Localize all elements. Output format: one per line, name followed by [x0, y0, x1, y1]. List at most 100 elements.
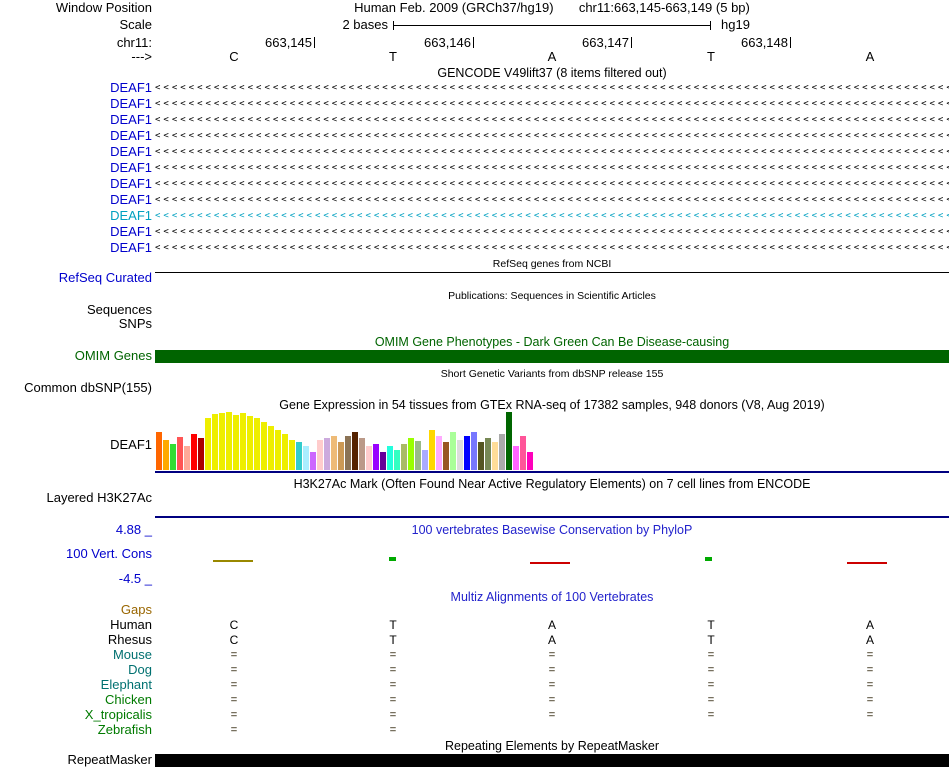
gtex-bar[interactable] [170, 444, 176, 470]
gtex-bar[interactable] [492, 442, 498, 470]
gtex-bar[interactable] [429, 430, 435, 470]
publications-track-title[interactable]: Publications: Sequences in Scientific Ar… [448, 290, 656, 302]
gtex-bar[interactable] [520, 436, 526, 470]
species-label[interactable]: Human [110, 617, 152, 632]
gtex-bar[interactable] [289, 440, 295, 470]
transcript-line[interactable]: <<<<<<<<<<<<<<<<<<<<<<<<<<<<<<<<<<<<<<<<… [155, 227, 949, 237]
dbsnp-track-label[interactable]: Common dbSNP(155) [24, 380, 152, 395]
transcript-line[interactable]: <<<<<<<<<<<<<<<<<<<<<<<<<<<<<<<<<<<<<<<<… [155, 163, 949, 173]
gtex-bar[interactable] [254, 418, 260, 470]
transcript-line[interactable]: <<<<<<<<<<<<<<<<<<<<<<<<<<<<<<<<<<<<<<<<… [155, 195, 949, 205]
transcript-line[interactable]: <<<<<<<<<<<<<<<<<<<<<<<<<<<<<<<<<<<<<<<<… [155, 99, 949, 109]
species-label[interactable]: Rhesus [107, 632, 152, 647]
transcript-label[interactable]: DEAF1 [110, 176, 152, 191]
gtex-bar[interactable] [191, 434, 197, 470]
gtex-bar[interactable] [450, 432, 456, 470]
gtex-bar[interactable] [219, 413, 225, 470]
transcript-line[interactable]: <<<<<<<<<<<<<<<<<<<<<<<<<<<<<<<<<<<<<<<<… [155, 211, 949, 221]
multiz-track-title[interactable]: Multiz Alignments of 100 Vertebrates [450, 590, 654, 604]
omim-genes-label[interactable]: OMIM Genes [74, 348, 152, 363]
transcript-line[interactable]: <<<<<<<<<<<<<<<<<<<<<<<<<<<<<<<<<<<<<<<<… [155, 131, 949, 141]
gtex-bar[interactable] [352, 432, 358, 470]
transcript-label[interactable]: DEAF1 [110, 240, 152, 255]
gtex-bar[interactable] [499, 434, 505, 470]
gtex-bar[interactable] [443, 442, 449, 470]
h3k27ac-track-label[interactable]: Layered H3K27Ac [46, 490, 152, 505]
transcript-label[interactable]: DEAF1 [110, 208, 152, 223]
gtex-bar[interactable] [310, 452, 316, 470]
gtex-bar[interactable] [485, 438, 491, 470]
multiz-gaps-label[interactable]: Gaps [120, 602, 152, 617]
gtex-bar[interactable] [163, 440, 169, 470]
gencode-track-title[interactable]: GENCODE V49lift37 (8 items filtered out) [437, 66, 667, 80]
gtex-bar[interactable] [282, 434, 288, 470]
transcript-line[interactable]: <<<<<<<<<<<<<<<<<<<<<<<<<<<<<<<<<<<<<<<<… [155, 147, 949, 157]
gtex-bar[interactable] [457, 440, 463, 470]
transcript-label[interactable]: DEAF1 [110, 96, 152, 111]
transcript-label[interactable]: DEAF1 [110, 128, 152, 143]
gtex-bar[interactable] [205, 418, 211, 470]
transcript-line[interactable]: <<<<<<<<<<<<<<<<<<<<<<<<<<<<<<<<<<<<<<<<… [155, 115, 949, 125]
gtex-bar[interactable] [471, 432, 477, 470]
conservation-track-label[interactable]: 100 Vert. Cons [66, 546, 152, 561]
repeatmasker-track-title[interactable]: Repeating Elements by RepeatMasker [444, 739, 659, 753]
gtex-bar[interactable] [415, 441, 421, 470]
dbsnp-track-title[interactable]: Short Genetic Variants from dbSNP releas… [440, 368, 664, 380]
transcript-line[interactable]: <<<<<<<<<<<<<<<<<<<<<<<<<<<<<<<<<<<<<<<<… [155, 83, 949, 93]
gtex-bar[interactable] [408, 438, 414, 470]
transcript-label[interactable]: DEAF1 [110, 160, 152, 175]
transcript-line[interactable]: <<<<<<<<<<<<<<<<<<<<<<<<<<<<<<<<<<<<<<<<… [155, 243, 949, 253]
gtex-bar[interactable] [345, 436, 351, 470]
gtex-bar[interactable] [317, 440, 323, 470]
gtex-bar[interactable] [422, 450, 428, 470]
gtex-bar[interactable] [527, 452, 533, 470]
gtex-bar[interactable] [394, 450, 400, 470]
species-label[interactable]: Chicken [105, 692, 152, 707]
species-label[interactable]: X_tropicalis [84, 707, 152, 722]
snps-track-label[interactable]: SNPs [118, 316, 152, 331]
species-label[interactable]: Zebrafish [97, 722, 152, 737]
gtex-bar[interactable] [387, 446, 393, 470]
gtex-bar[interactable] [366, 446, 372, 470]
transcript-label[interactable]: DEAF1 [110, 144, 152, 159]
gtex-bar[interactable] [275, 430, 281, 470]
repeatmasker-label[interactable]: RepeatMasker [67, 752, 152, 767]
gtex-bar[interactable] [331, 436, 337, 470]
gtex-bar[interactable] [338, 442, 344, 470]
gtex-bar[interactable] [303, 446, 309, 470]
sequences-track-label[interactable]: Sequences [86, 302, 152, 317]
gtex-bar[interactable] [478, 442, 484, 470]
gtex-bar[interactable] [324, 438, 330, 470]
gtex-bar[interactable] [359, 438, 365, 470]
transcript-line[interactable]: <<<<<<<<<<<<<<<<<<<<<<<<<<<<<<<<<<<<<<<<… [155, 179, 949, 189]
gtex-bar[interactable] [380, 452, 386, 470]
repeatmasker-bar[interactable] [155, 754, 949, 767]
gtex-track-title[interactable]: Gene Expression in 54 tissues from GTEx … [279, 398, 825, 412]
gtex-bar[interactable] [240, 413, 246, 470]
gtex-bar[interactable] [212, 414, 218, 470]
species-label[interactable]: Elephant [100, 677, 152, 692]
h3k27ac-track-title[interactable]: H3K27Ac Mark (Often Found Near Active Re… [293, 477, 811, 491]
gtex-gene-label[interactable]: DEAF1 [110, 437, 152, 452]
gtex-bar[interactable] [513, 446, 519, 470]
refseq-track-title[interactable]: RefSeq genes from NCBI [492, 258, 612, 270]
omim-gene-bar[interactable] [155, 350, 949, 363]
gtex-bar[interactable] [177, 437, 183, 470]
gtex-bar[interactable] [226, 412, 232, 470]
gtex-bar[interactable] [296, 442, 302, 470]
gtex-bar[interactable] [373, 444, 379, 470]
gtex-bar[interactable] [506, 412, 512, 470]
gtex-bar[interactable] [184, 446, 190, 470]
gtex-bar[interactable] [233, 415, 239, 470]
refseq-curated-label[interactable]: RefSeq Curated [58, 270, 152, 285]
refseq-curated-feature-line[interactable] [155, 272, 949, 273]
gtex-bar[interactable] [198, 438, 204, 470]
gtex-bar[interactable] [247, 416, 253, 470]
transcript-label[interactable]: DEAF1 [110, 80, 152, 95]
gtex-bar[interactable] [261, 422, 267, 470]
species-label[interactable]: Dog [128, 662, 152, 677]
conservation-track-title[interactable]: 100 vertebrates Basewise Conservation by… [411, 523, 693, 537]
gtex-bar[interactable] [401, 444, 407, 470]
species-label[interactable]: Mouse [112, 647, 152, 662]
transcript-label[interactable]: DEAF1 [110, 224, 152, 239]
